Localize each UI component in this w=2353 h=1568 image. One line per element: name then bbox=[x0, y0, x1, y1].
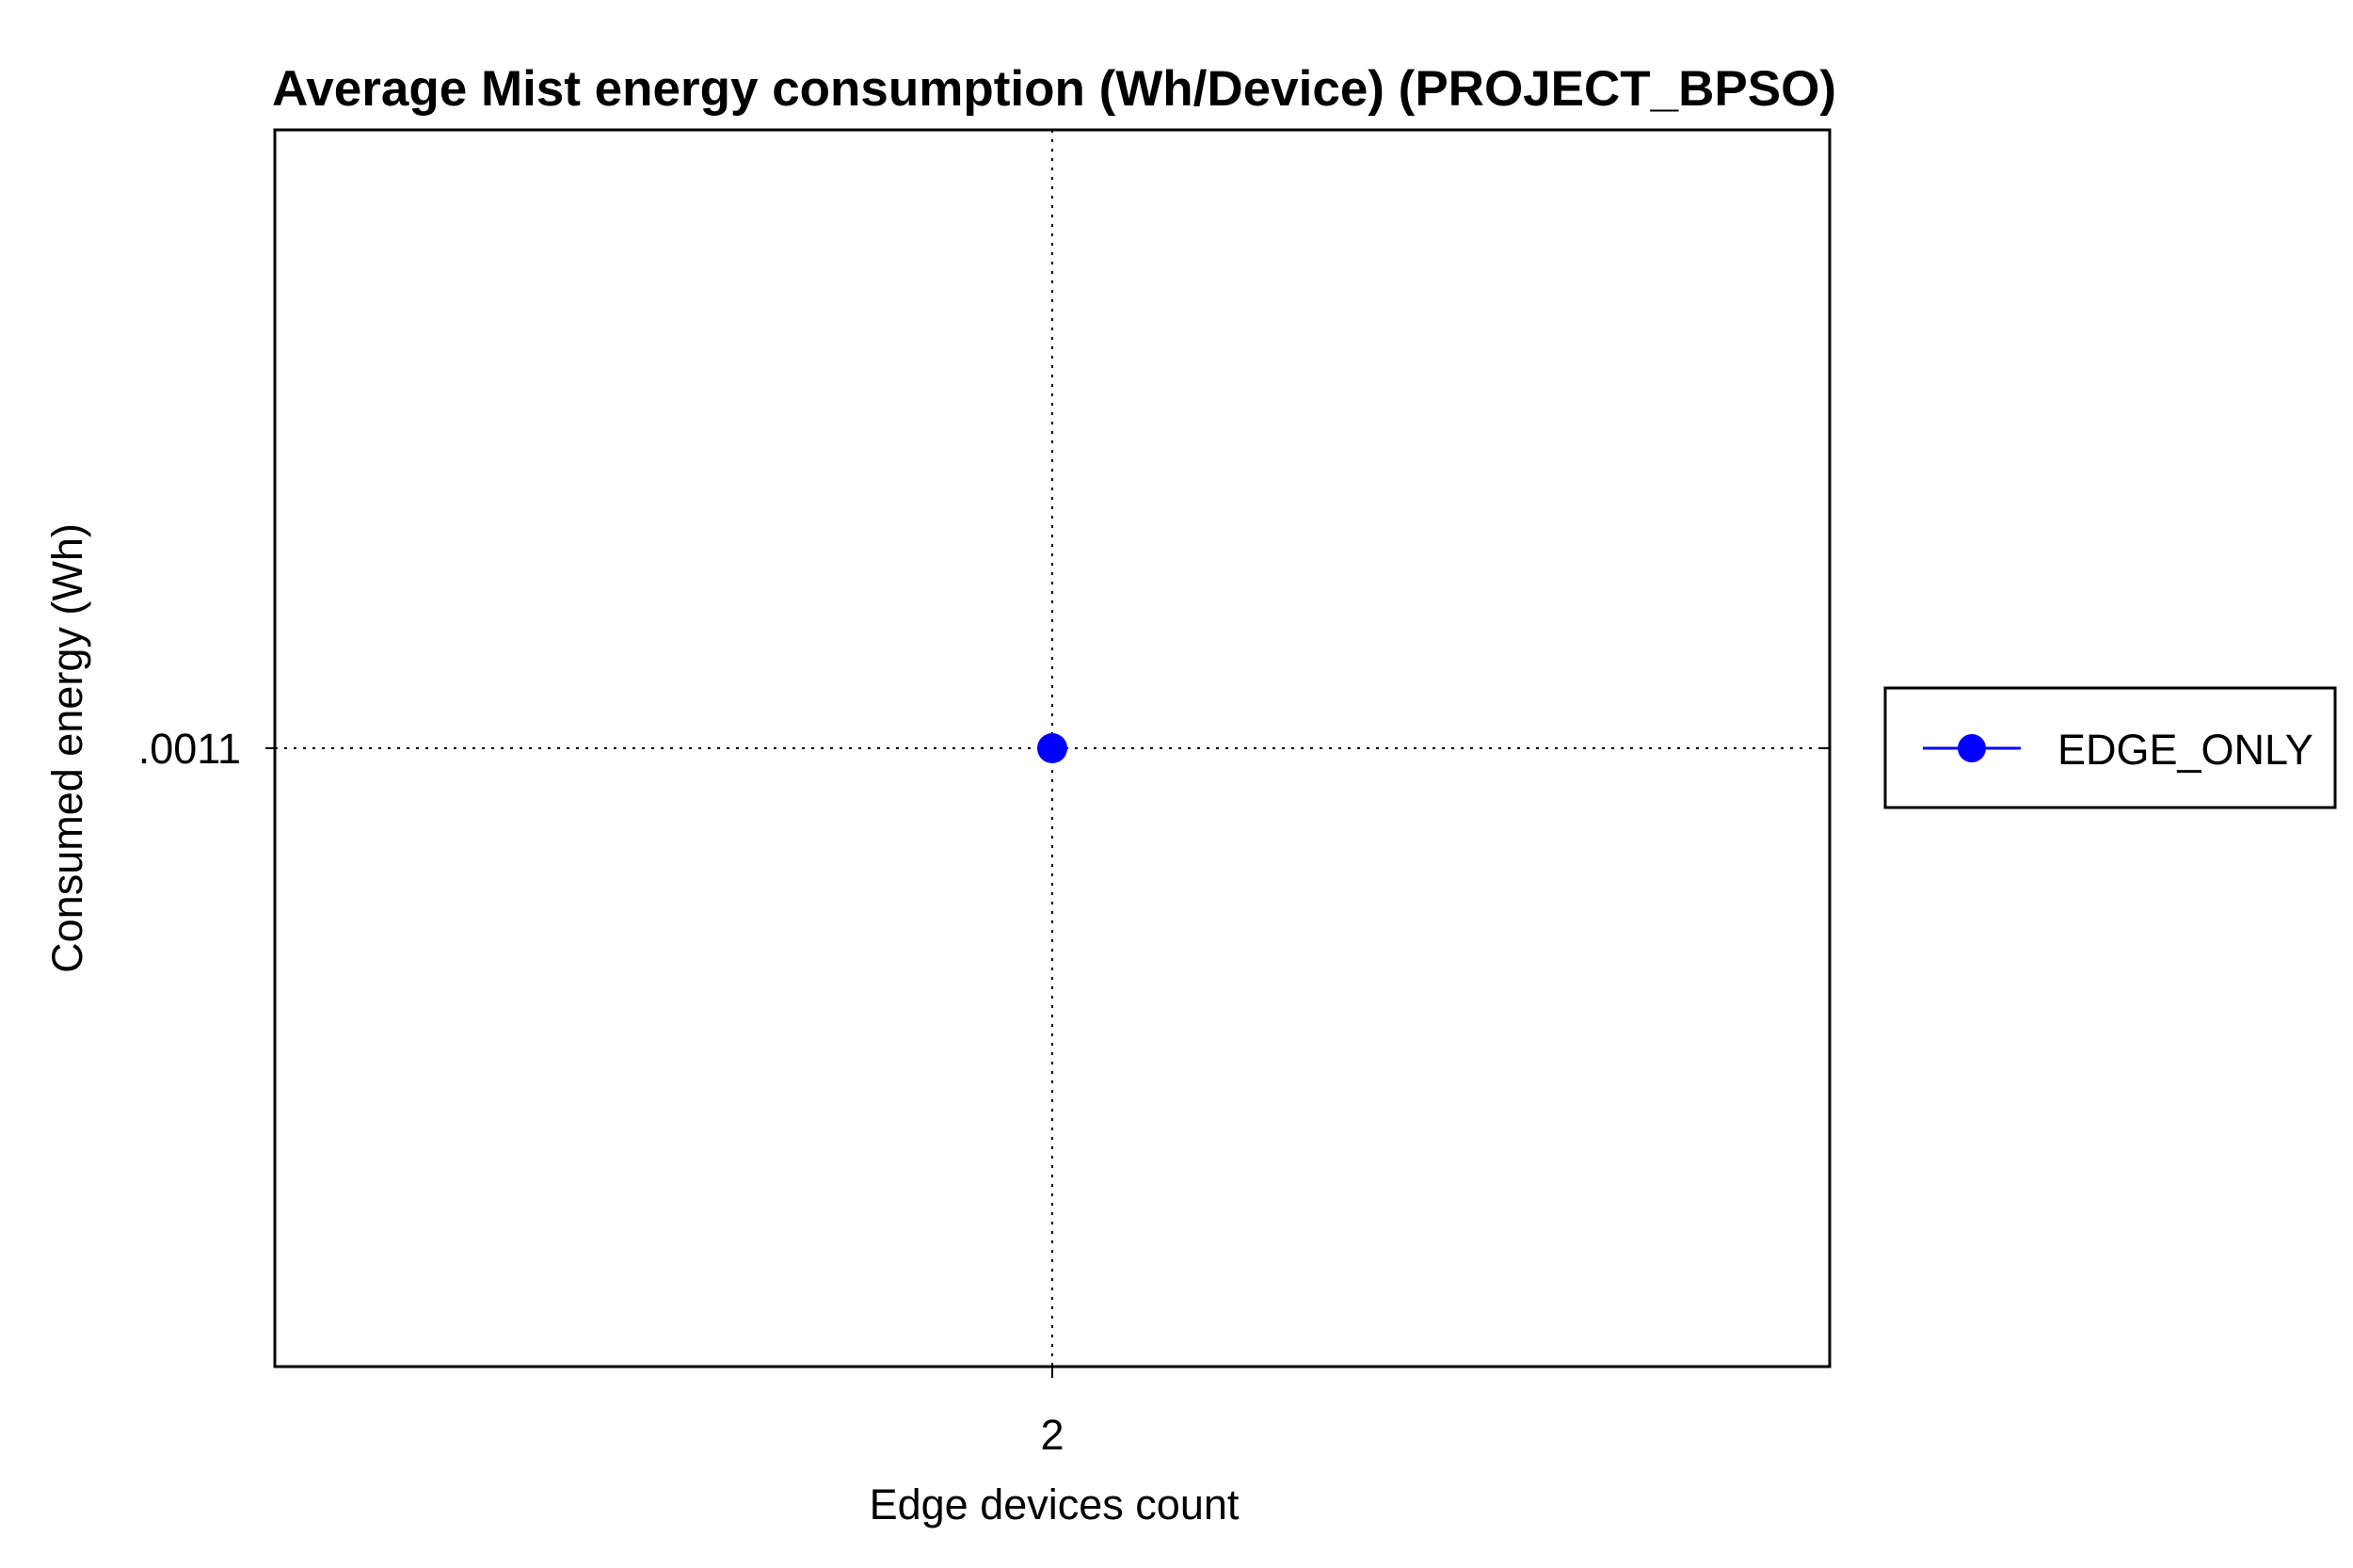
y-tick-label: .0011 bbox=[138, 725, 241, 773]
ticks: 2 .0011 bbox=[138, 725, 1830, 1459]
x-tick-label: 2 bbox=[1040, 1411, 1064, 1459]
y-axis-label: Consumed energy (Wh) bbox=[43, 523, 91, 973]
chart-title: Average Mist energy consumption (Wh/Devi… bbox=[272, 61, 1836, 117]
data-point bbox=[1037, 733, 1067, 763]
legend-marker-edge-only bbox=[1958, 734, 1986, 762]
series bbox=[1037, 733, 1067, 763]
legend-label-edge-only: EDGE_ONLY bbox=[2057, 726, 2313, 774]
x-axis-label: Edge devices count bbox=[870, 1480, 1240, 1528]
legend: EDGE_ONLY bbox=[1883, 686, 2337, 809]
